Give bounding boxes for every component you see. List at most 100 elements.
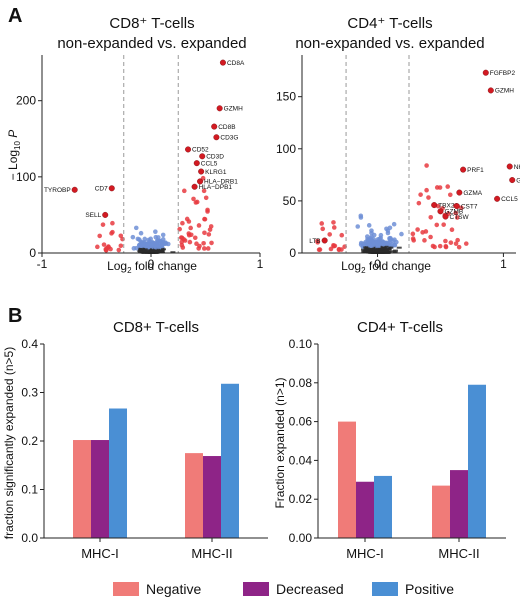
- bar-cd4-plot: MHC-I MHC-II 0.00 0.02 0.04 0.06 0.08 0.10: [289, 337, 506, 561]
- point: [104, 245, 110, 251]
- point: [443, 238, 448, 244]
- point: [392, 249, 398, 252]
- point: [320, 226, 326, 232]
- labeled-point: [453, 203, 460, 210]
- point: [396, 246, 402, 249]
- gene-label: TBX21: [438, 202, 458, 209]
- bar-chart-cd8: CD8+ T-cells MHC-I MHC-II0.00.10.20.30.4 …: [2, 319, 268, 561]
- gene-label: GNLY: [516, 177, 520, 184]
- point: [454, 215, 460, 220]
- point: [138, 248, 144, 251]
- volcano-cd4-title-line2: non-expanded vs. expanded: [295, 35, 484, 52]
- y-tick-label: 0.00: [289, 531, 313, 545]
- point: [100, 222, 106, 227]
- point: [362, 250, 368, 253]
- bar-cd4-ylabel: Fraction expanded (n>1): [273, 377, 287, 508]
- point: [441, 222, 446, 227]
- y-tick-label: 0: [289, 246, 296, 260]
- point: [149, 242, 155, 248]
- category-label: MHC-II: [438, 546, 479, 561]
- labeled-point: [102, 211, 109, 218]
- point: [202, 216, 208, 222]
- point: [137, 242, 142, 248]
- gene-label: GZMA: [463, 190, 482, 197]
- gene-label: CCL5: [501, 196, 518, 203]
- gene-label: CCL5: [201, 160, 218, 167]
- point: [388, 236, 394, 242]
- point: [369, 250, 375, 253]
- point: [331, 220, 336, 225]
- labeled-point: [506, 163, 513, 170]
- point: [137, 250, 143, 253]
- point: [422, 238, 427, 243]
- gene-label: GZMH: [495, 88, 514, 95]
- point: [146, 251, 152, 254]
- point: [95, 244, 100, 250]
- point: [424, 187, 429, 193]
- point: [391, 221, 397, 227]
- point: [160, 242, 165, 247]
- point: [428, 215, 434, 220]
- point: [153, 248, 159, 251]
- point: [363, 246, 369, 249]
- point: [445, 184, 451, 189]
- point: [377, 247, 383, 250]
- point: [371, 232, 377, 238]
- point: [339, 232, 345, 238]
- y-tick-label: 200: [16, 94, 36, 108]
- point: [415, 227, 420, 232]
- gene-label: KLRG1: [205, 169, 227, 176]
- point: [160, 248, 166, 251]
- point: [416, 200, 422, 206]
- gene-label: FGFBP2: [490, 70, 516, 77]
- point: [110, 229, 115, 235]
- point: [459, 205, 464, 211]
- point: [135, 236, 141, 242]
- point: [153, 234, 159, 240]
- gene-label: GZMH: [224, 106, 243, 113]
- y-tick-label: 0.08: [289, 376, 313, 390]
- point: [142, 249, 148, 252]
- labeled-point: [198, 168, 205, 175]
- legend-swatch-negative: [113, 582, 139, 596]
- bar-cd8-ylabel: fraction significantly expanded (n>5): [2, 347, 16, 539]
- bar-cd8-title: CD8+ T-cells: [113, 319, 199, 336]
- point: [336, 247, 342, 253]
- x-tick-label: 1: [500, 257, 507, 271]
- point: [383, 245, 389, 248]
- bar-negative: [73, 440, 91, 538]
- category-label: MHC-I: [81, 546, 119, 561]
- point: [383, 250, 389, 253]
- point: [355, 224, 361, 229]
- legend: Negative Decreased Positive: [113, 581, 454, 597]
- y-tick-label: 50: [283, 194, 297, 208]
- point: [434, 222, 440, 228]
- point: [369, 247, 375, 250]
- labeled-point: [199, 153, 206, 160]
- point: [184, 216, 190, 222]
- legend-label-negative: Negative: [146, 581, 201, 597]
- point: [411, 238, 416, 243]
- panel-label-a: A: [8, 5, 22, 27]
- gene-label: SELL: [85, 212, 101, 219]
- labeled-point: [509, 177, 516, 184]
- point: [371, 237, 377, 242]
- point: [202, 230, 207, 236]
- bar-decreased: [91, 440, 109, 538]
- bar-cd4-title: CD4+ T-cells: [357, 319, 443, 336]
- gene-label: CTSW: [450, 214, 470, 221]
- point: [138, 230, 144, 236]
- point: [434, 185, 440, 190]
- point: [386, 248, 392, 251]
- point: [316, 247, 322, 252]
- point: [447, 192, 453, 198]
- point: [205, 207, 210, 213]
- point: [130, 234, 136, 240]
- point: [201, 240, 206, 246]
- labeled-point: [321, 237, 328, 244]
- bar-negative: [338, 421, 356, 538]
- point: [116, 247, 122, 253]
- point: [463, 241, 469, 246]
- point: [426, 195, 431, 200]
